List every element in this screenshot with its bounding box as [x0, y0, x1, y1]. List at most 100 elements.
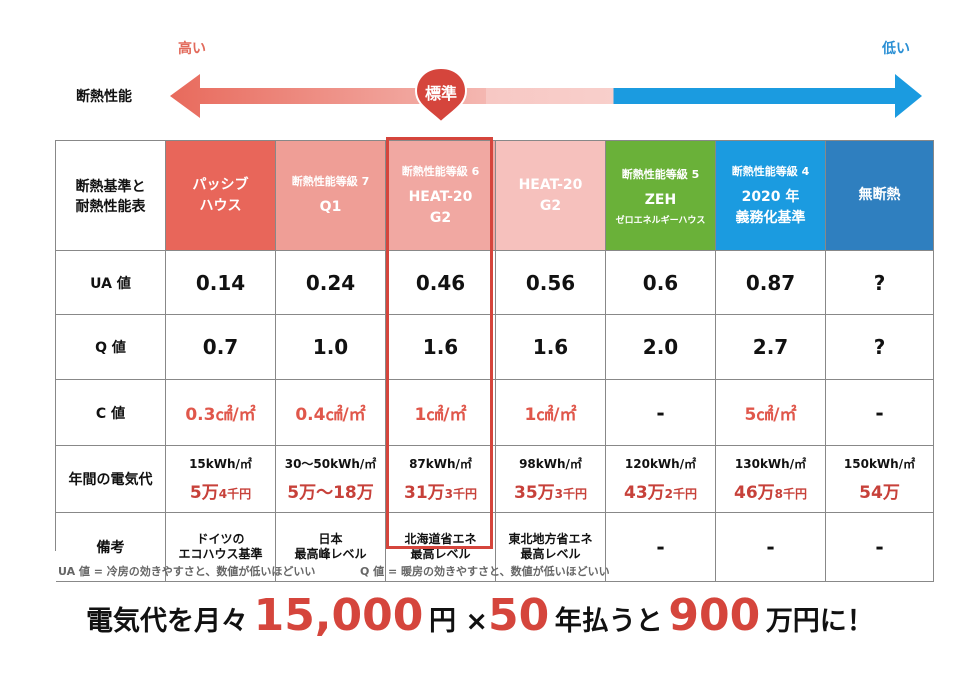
cell-notes-6: -	[826, 513, 934, 582]
column-name-line1: HEAT-20	[408, 188, 473, 205]
value: 0.6	[642, 270, 679, 295]
column-name-line1: 2020 年	[741, 188, 800, 205]
note-line2: 最高レベル	[410, 547, 471, 561]
value: 0.24	[305, 270, 356, 295]
energy-use: 98kWh/㎡	[519, 457, 582, 471]
value: 0.4㎠/㎡	[295, 405, 366, 425]
summary-part2: 円 ×	[428, 606, 488, 637]
cell-elec-2: 87kWh/㎡ 31万3千円	[386, 446, 496, 513]
value: 2.0	[642, 335, 679, 359]
summary-part3: 年払うと	[554, 606, 663, 637]
row-label-text: 年間の電気代	[68, 472, 153, 488]
column-grade: 断熱性能等級 5	[621, 167, 700, 181]
cell-c-2: 1㎠/㎡	[386, 380, 496, 446]
performance-scale-arrow	[170, 74, 922, 118]
value: 0.7	[202, 335, 239, 359]
value: 2.7	[752, 335, 789, 359]
row-label-q: Q 値	[56, 315, 166, 380]
value: -	[656, 400, 665, 425]
cell-q-5: 2.7	[716, 315, 826, 380]
high-label: 高い	[178, 41, 206, 57]
annual-cost-sub: 2千円	[664, 487, 698, 501]
energy-use: 15kWh/㎡	[189, 457, 252, 471]
annual-cost-main: 35万	[513, 483, 555, 503]
cell-notes-2: 北海道省エネ 最高レベル	[386, 513, 496, 582]
value: 0.46	[415, 270, 466, 295]
cell-c-3: 1㎠/㎡	[496, 380, 606, 446]
cell-elec-3: 98kWh/㎡ 35万3千円	[496, 446, 606, 513]
column-subname: ゼロエネルギーハウス	[615, 215, 706, 226]
column-header-4: 断熱性能等級 5 ZEH ゼロエネルギーハウス	[606, 141, 716, 251]
insulation-performance-label: 断熱性能	[76, 89, 132, 105]
value: -	[875, 400, 884, 425]
cell-c-4: -	[606, 380, 716, 446]
annual-cost-sub: 8千円	[774, 487, 808, 501]
column-header-2: 断熱性能等級 6 HEAT-20 G2	[386, 141, 496, 251]
low-label: 低い	[882, 41, 910, 57]
standard-column-highlight	[386, 137, 493, 549]
note-line1: ドイツの	[196, 532, 245, 546]
value: 1.6	[422, 335, 459, 359]
cell-notes-0: ドイツの エコハウス基準	[166, 513, 276, 582]
energy-use: 87kWh/㎡	[409, 457, 472, 471]
value: 1㎠/㎡	[414, 405, 467, 425]
column-name-line1: Q1	[319, 199, 342, 215]
row-label-text: C 値	[95, 405, 126, 422]
cell-ua-5: 0.87	[716, 251, 826, 315]
cell-ua-1: 0.24	[276, 251, 386, 315]
value: 1㎠/㎡	[524, 405, 577, 425]
cell-q-2: 1.6	[386, 315, 496, 380]
cell-ua-2: 0.46	[386, 251, 496, 315]
column-header-1: 断熱性能等級 7 Q1	[276, 141, 386, 251]
note-line1: 東北地方省エネ	[508, 532, 593, 546]
energy-use: 130kWh/㎡	[734, 457, 807, 471]
cell-c-5: 5㎠/㎡	[716, 380, 826, 446]
row-label-c: C 値	[56, 380, 166, 446]
column-header-5: 断熱性能等級 4 2020 年義務化基準	[716, 141, 826, 251]
row-label-text: Q 値	[95, 340, 126, 356]
column-name-line2: 義務化基準	[735, 209, 806, 226]
note-line2: 最高峰レベル	[294, 547, 367, 561]
standard-marker-icon	[414, 66, 468, 124]
cell-elec-4: 120kWh/㎡ 43万2千円	[606, 446, 716, 513]
energy-use: 120kWh/㎡	[624, 457, 697, 471]
summary-part4: 万円に！	[765, 606, 874, 637]
annual-cost-sub: 3千円	[444, 487, 478, 501]
cell-elec-5: 130kWh/㎡ 46万8千円	[716, 446, 826, 513]
cell-c-6: -	[826, 380, 934, 446]
column-name-line1: パッシブ	[192, 176, 249, 193]
cell-ua-0: 0.14	[166, 251, 276, 315]
summary-line: 電気代を月々 15,000 円 ×50 年払うと 900 万円に！	[86, 590, 936, 641]
cell-notes-1: 日本 最高峰レベル	[276, 513, 386, 582]
column-name-line1: 無断熱	[858, 187, 901, 203]
annual-cost-main: 54万	[859, 483, 900, 503]
column-name-line2: G2	[539, 197, 562, 214]
summary-years: 50	[487, 590, 550, 641]
column-name-line1: HEAT-20	[518, 176, 583, 193]
cell-notes-4: -	[606, 513, 716, 582]
annual-cost-main: 46万	[733, 483, 775, 503]
note-line1: 日本	[318, 532, 343, 546]
cell-q-3: 1.6	[496, 315, 606, 380]
value: 5㎠/㎡	[744, 405, 797, 425]
annual-cost: 54万	[859, 478, 900, 503]
cell-c-1: 0.4㎠/㎡	[276, 380, 386, 446]
ua-footnote: UA 値 = 冷房の効きやすさと、数値が低いほどいい	[58, 565, 316, 578]
note-line1: 北海道省エネ	[404, 532, 477, 546]
cell-q-6: ?	[826, 315, 934, 380]
cell-q-4: 2.0	[606, 315, 716, 380]
cell-elec-6: 150kWh/㎡ 54万	[826, 446, 934, 513]
annual-cost: 43万2千円	[624, 478, 697, 503]
note-line2: 最高レベル	[520, 547, 581, 561]
annual-cost: 5万4千円	[190, 478, 251, 503]
annual-cost-main: 5万	[189, 483, 219, 503]
value: ?	[873, 270, 886, 295]
standard-marker-label: 標準	[424, 84, 457, 103]
energy-use: 150kWh/㎡	[843, 457, 916, 471]
value: 0.87	[745, 270, 796, 295]
row-label-text: UA 値	[90, 275, 131, 292]
value: 0.3㎠/㎡	[185, 405, 256, 425]
annual-cost-main: 31万	[403, 483, 445, 503]
cell-elec-0: 15kWh/㎡ 5万4千円	[166, 446, 276, 513]
row-label-notes: 備考	[56, 513, 166, 582]
